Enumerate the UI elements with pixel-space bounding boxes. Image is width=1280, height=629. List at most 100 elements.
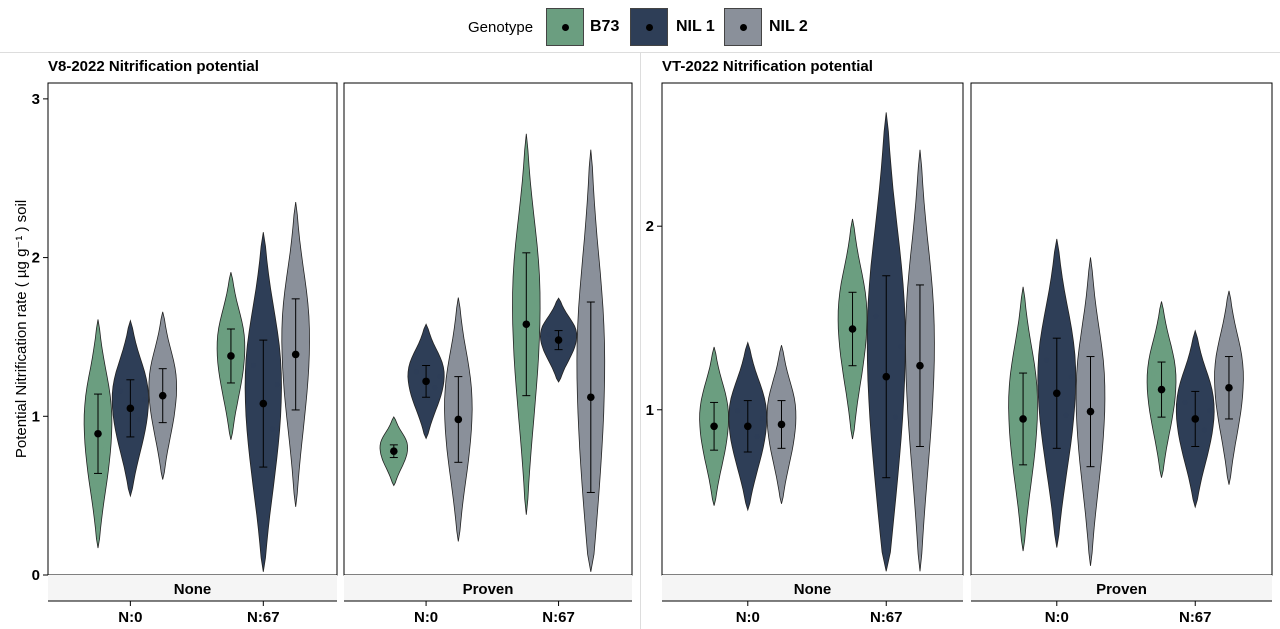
data-point — [1068, 374, 1074, 380]
data-point — [1094, 431, 1101, 437]
facet-strip — [971, 575, 1272, 601]
mean-point — [1052, 389, 1061, 398]
data-point — [754, 433, 760, 440]
data-point — [516, 278, 522, 284]
facet-strip — [48, 575, 337, 601]
data-point — [1182, 399, 1188, 406]
mean-point — [291, 350, 300, 359]
data-point — [928, 338, 934, 345]
y-tick-label: 3 — [32, 91, 40, 108]
y-tick-label: 1 — [32, 408, 40, 425]
data-point — [166, 403, 173, 410]
x-tick-label: N:0 — [736, 609, 760, 626]
data-point — [789, 414, 796, 420]
data-point — [303, 335, 309, 341]
mean-point — [1157, 385, 1166, 394]
mean-point — [743, 422, 752, 431]
data-point — [397, 451, 404, 457]
facet-label: Proven — [463, 581, 514, 598]
data-point — [734, 408, 741, 414]
facet-label: None — [174, 581, 212, 598]
data-point — [220, 337, 227, 343]
data-point — [842, 304, 848, 310]
data-point — [530, 350, 536, 356]
legend-label-nil1: NIL 1 — [676, 18, 715, 35]
legend-label-b73: B73 — [590, 18, 620, 35]
data-point — [152, 376, 158, 383]
data-point — [413, 369, 419, 375]
data-point — [1080, 375, 1086, 382]
y-tick-label: 1 — [646, 402, 654, 419]
data-point — [141, 397, 147, 403]
legend-label-nil2: NIL 2 — [769, 18, 808, 35]
mean-point — [1225, 383, 1233, 392]
y-tick-label: 2 — [646, 218, 654, 235]
facet-strip — [344, 575, 632, 601]
data-point — [924, 395, 930, 401]
mean-point — [882, 372, 891, 381]
data-point — [383, 444, 389, 450]
data-point — [564, 341, 571, 347]
data-point — [1012, 388, 1018, 395]
data-point — [462, 434, 468, 440]
data-point — [250, 362, 257, 369]
data-point — [235, 364, 241, 370]
data-point — [569, 334, 575, 340]
chart-separator — [640, 52, 641, 629]
mean-point — [587, 393, 595, 402]
x-tick-label: N:67 — [1179, 609, 1212, 626]
data-point — [1169, 378, 1176, 384]
data-point — [898, 343, 904, 350]
data-point — [892, 414, 899, 420]
data-point — [580, 337, 586, 343]
facet-label: Proven — [1096, 581, 1147, 598]
mean-point — [227, 352, 235, 360]
data-point — [759, 415, 765, 422]
data-point — [1201, 427, 1208, 433]
data-point — [466, 404, 472, 410]
chart-title-vt: VT-2022 Nitrification potential — [662, 58, 873, 75]
mean-point — [126, 404, 135, 413]
mean-point — [1019, 415, 1027, 423]
data-point — [785, 431, 792, 437]
y-tick-label: 0 — [32, 567, 40, 584]
mean-point — [454, 415, 463, 424]
data-point — [1237, 375, 1243, 381]
data-point — [1207, 408, 1213, 414]
data-point — [534, 300, 540, 306]
x-tick-label: N:0 — [414, 609, 438, 626]
x-tick-label: N:0 — [118, 609, 142, 626]
data-point — [771, 407, 777, 413]
mean-point — [916, 361, 924, 370]
data-point — [117, 388, 124, 394]
mean-point — [422, 377, 430, 386]
data-point — [598, 366, 604, 372]
data-point — [856, 341, 863, 347]
data-point — [1043, 357, 1050, 363]
data-point — [1165, 397, 1172, 404]
data-point — [87, 407, 94, 413]
data-point — [722, 416, 728, 422]
data-point — [1031, 402, 1037, 408]
chart-title-v8: V8-2022 Nitrification potential — [48, 58, 259, 75]
x-tick-label: N:0 — [1045, 609, 1069, 626]
mean-point — [1191, 415, 1200, 423]
legend-title: Genotype — [468, 19, 534, 36]
data-point — [136, 417, 142, 423]
data-point — [401, 446, 407, 452]
mean-point — [554, 336, 563, 344]
data-point — [102, 447, 108, 453]
x-tick-label: N:67 — [542, 609, 575, 626]
data-point — [1063, 412, 1069, 418]
data-point — [594, 432, 601, 438]
legend-key-nil2 — [724, 8, 762, 46]
mean-point — [777, 420, 786, 429]
y-axis-label: Potential Nitrification rate ( µg g⁻¹ ) … — [13, 200, 30, 458]
mean-point — [1086, 407, 1095, 416]
data-point — [238, 345, 245, 351]
facet-label: None — [794, 581, 832, 598]
mean-point — [94, 429, 102, 438]
mean-point — [259, 399, 268, 408]
legend-key-nil1 — [630, 8, 668, 46]
